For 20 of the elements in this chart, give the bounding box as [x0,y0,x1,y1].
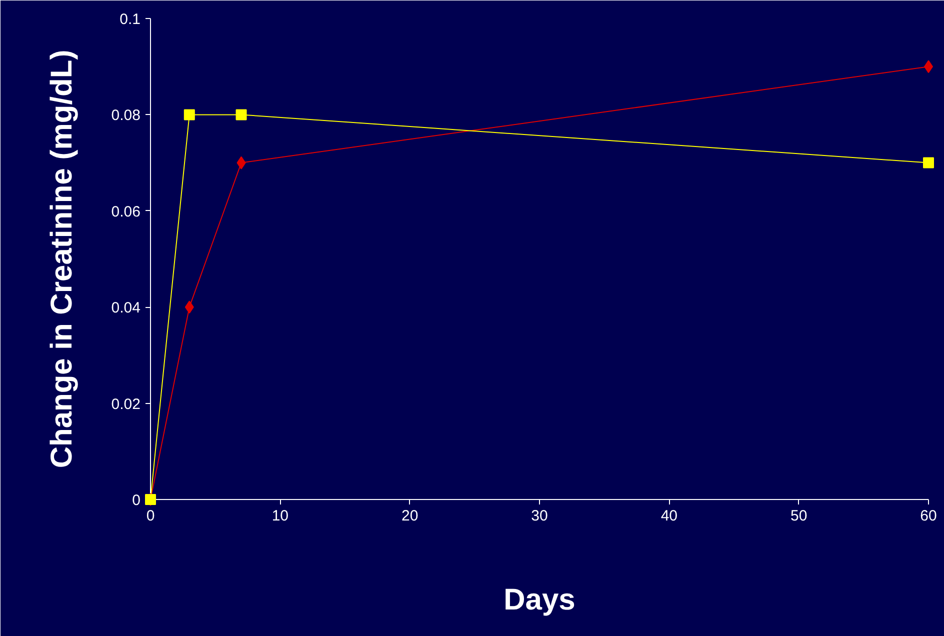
point [923,157,934,168]
y-tick-label: 0.1 [120,11,141,28]
point [184,109,195,120]
x-axis-title: Days [504,584,576,616]
x-tick-label: 0 [146,508,155,524]
point [236,156,246,170]
x-tick-label: 30 [531,508,548,524]
point [236,109,247,120]
x-tick-label: 50 [790,508,808,524]
y-axis-title: Change in Creatinine (mg/dL) [45,50,78,468]
x-tick-label: 20 [401,508,418,524]
y-tick-label: 0.04 [111,300,141,317]
x-tick-label: 60 [920,508,937,524]
y-tick-label: 0 [132,492,140,509]
y-tick-label: 0.08 [111,107,141,124]
y-tick-label: 0.02 [111,396,141,413]
x-tick-label: 40 [660,508,678,524]
x-tick-label: 10 [272,508,289,524]
y-tick-label: 0.06 [111,203,141,220]
point [184,300,194,314]
